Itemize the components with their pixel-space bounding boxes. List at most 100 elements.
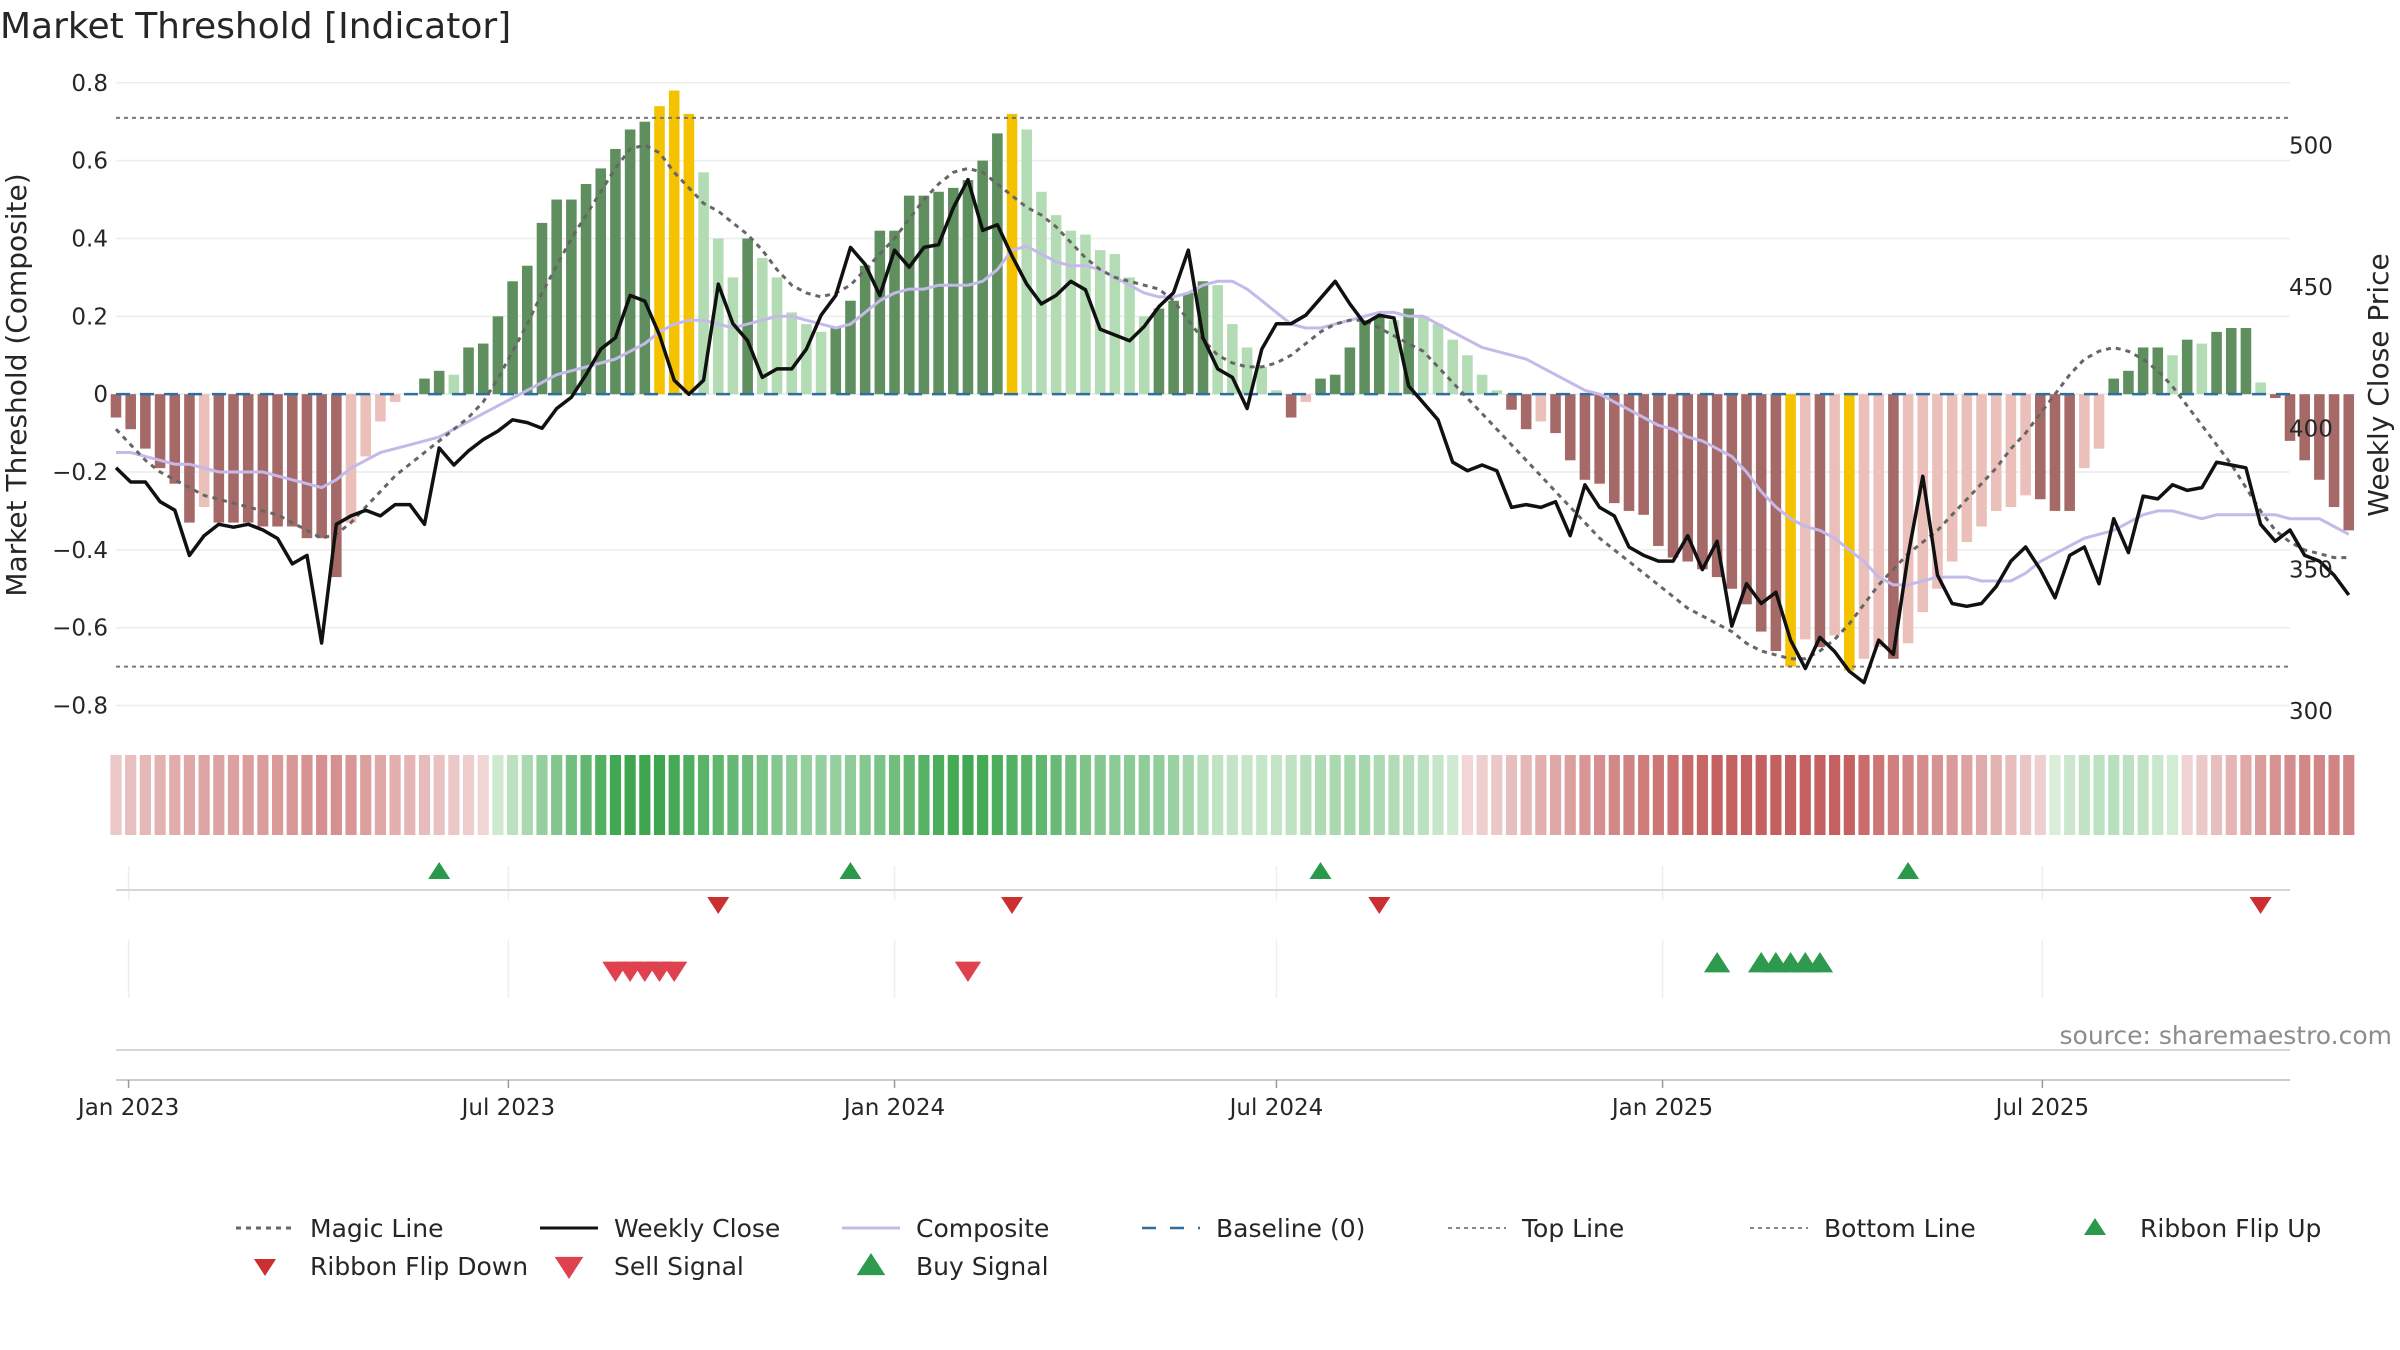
ribbon-cell [1696,755,1709,835]
trend-ribbon [110,755,2355,835]
ribbon-cell [1564,755,1576,835]
x-tick-label: Jan 2023 [76,1095,179,1121]
ribbon-cell [2078,755,2090,835]
histogram-bar [1667,394,1679,558]
histogram-bar [1888,394,1899,659]
y-tick-label: 0 [93,382,108,408]
histogram-bar [301,394,313,539]
ribbon-cell [1314,755,1327,835]
histogram-bar [228,394,239,523]
histogram-bar [992,133,1003,395]
ribbon-cell [2269,755,2281,835]
histogram-bar [2167,355,2178,395]
histogram-bar [257,394,269,527]
ribbon-cell [374,755,386,835]
ribbon-cell [888,755,901,835]
ribbon-cell [1344,755,1356,835]
y2-axis-label: Weekly Close Price [2362,253,2395,516]
ribbon-cell [1182,755,1194,835]
y2-tick-label: 400 [2289,416,2333,442]
histogram-bar [1285,394,1297,418]
histogram-bar [786,312,797,395]
histogram-bar [1153,308,1165,395]
ribbon-cell [1153,755,1165,835]
buy-signal-marker [1806,952,1834,973]
ribbon-cell [683,755,695,835]
histogram-bar [433,370,445,395]
histogram-bar [1256,366,1268,395]
ribbon-cell [2328,755,2340,835]
ribbon-cell [1329,755,1341,835]
ribbon-cell [947,755,959,835]
ribbon-cell [2122,755,2135,835]
ribbon-cell [1256,755,1268,835]
histogram-bar [683,113,695,395]
ribbon-cell [2020,755,2032,835]
histogram-bar [2020,394,2031,496]
ribbon-cell [1520,755,1532,835]
legend-swatch [2084,1218,2106,1235]
histogram-bar [1932,394,1943,589]
histogram-bar [198,394,210,508]
axes: 0.8 0.6 0.4 0.2 0 −0.2 −0.4 −0.6 −0.8 500 450 400 35… [52,71,2333,725]
ribbon-cell [1711,755,1723,835]
histogram-bar [1344,347,1356,395]
histogram-bar [419,378,430,395]
histogram-bar [536,222,548,395]
legend-label: Bottom Line [1824,1214,1976,1243]
ribbon-cell [742,755,754,835]
histogram-bar [1902,394,1914,644]
ribbon-cell [1873,755,1885,835]
histogram-bar [1609,394,1620,504]
y2-tick-label: 350 [2289,558,2333,584]
histogram-bar [272,394,283,527]
histogram-bar [154,394,166,469]
histogram-bar [1241,347,1253,395]
ribbon-flip-down-marker [1368,897,1391,914]
ribbon-cell [448,755,460,835]
ribbon-cell [1667,755,1679,835]
ribbon-cell [521,755,533,835]
ribbon-flip-up-marker [1309,862,1332,879]
histogram-bar [316,394,327,539]
histogram-bar [213,394,225,523]
legend-item: Bottom Line [1750,1214,1976,1243]
y-tick-label: 0.4 [71,226,108,252]
ribbon-cell [1491,755,1503,835]
histogram-bar [830,327,842,395]
legend-label: Baseline (0) [1216,1214,1365,1243]
legend-item: Baseline (0) [1142,1214,1365,1243]
histogram-bar [125,394,136,430]
y-tick-label: 0.2 [71,304,108,330]
ribbon-cell [1461,755,1473,835]
ribbon-cell [1770,755,1782,835]
ribbon-cell [697,755,710,835]
ribbon-cell [1579,755,1591,835]
histogram-bar [2314,394,2325,480]
ribbon-cell [1740,755,1753,835]
histogram-bar [1036,191,1047,395]
ribbon-cell [1726,755,1738,835]
histogram-bar [345,394,357,523]
ribbon-cell [1799,755,1811,835]
ribbon-cell [2225,755,2237,835]
ribbon-cell [1623,755,1635,835]
histogram-bar [184,394,195,523]
histogram-bar [2034,394,2046,500]
ribbon-cell [1476,755,1488,835]
ribbon-cell [1358,755,1371,835]
histogram-bar [2064,394,2075,511]
ribbon-cell [1123,755,1136,835]
histogram-bar [801,324,812,395]
ribbon-cell [903,755,915,835]
histogram-bar [815,331,827,395]
legend-item: Ribbon Flip Down [254,1252,528,1281]
histogram-bar [1770,394,1782,652]
ribbon-cell [477,755,489,835]
ribbon-cell [257,755,269,835]
histogram-bar [2152,347,2164,395]
histogram-bar [2255,382,2266,395]
ribbon-cell [1006,755,1018,835]
ribbon-cell [1990,755,2002,835]
histogram-bar [1403,308,1414,395]
